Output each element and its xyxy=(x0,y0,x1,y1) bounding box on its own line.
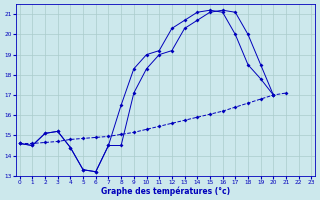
X-axis label: Graphe des températures (°c): Graphe des températures (°c) xyxy=(101,186,230,196)
